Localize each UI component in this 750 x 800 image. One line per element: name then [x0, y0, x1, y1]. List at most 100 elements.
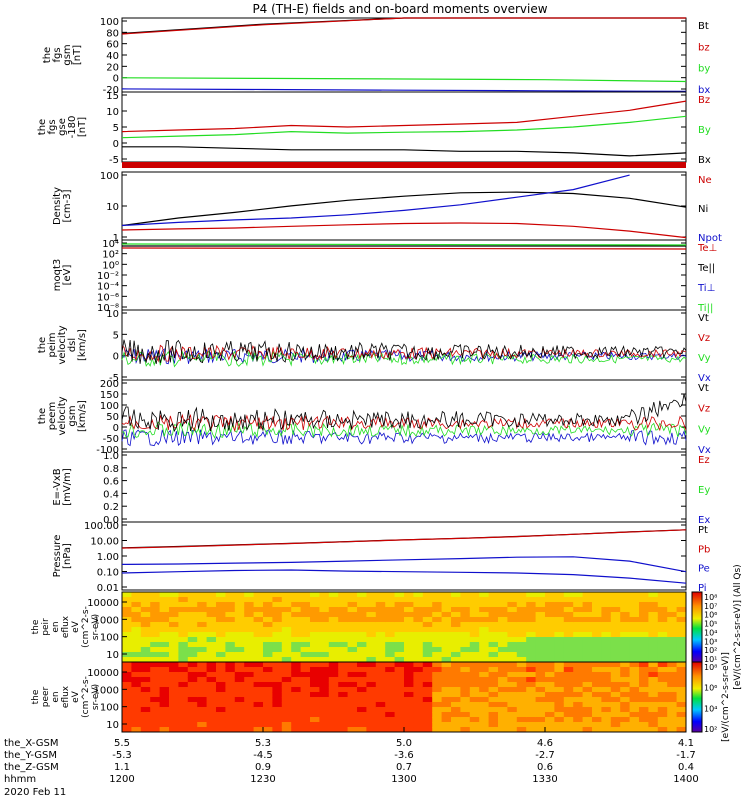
spectro-cell: [479, 677, 490, 683]
spectro-cell: [281, 692, 292, 698]
spectro-cell: [197, 617, 208, 623]
ytick-label: 60: [106, 40, 119, 51]
spectro-cell: [244, 597, 255, 603]
spectro-cell: [187, 597, 198, 603]
ytick-label: 10⁻⁶: [97, 292, 119, 303]
legend-pt: Pt: [698, 525, 708, 536]
spectro-cell: [422, 627, 433, 633]
spectro-cell: [169, 672, 179, 678]
spectro-cell: [601, 637, 612, 643]
ytick-label: 0.2: [103, 502, 119, 513]
spectro-cell: [131, 677, 142, 683]
spectro-cell: [469, 652, 480, 658]
spectro-cell: [159, 727, 170, 733]
spectro-cell: [507, 667, 518, 673]
spectro-cell: [404, 602, 414, 608]
spectro-cell: [366, 722, 377, 728]
spectro-cell: [150, 592, 161, 598]
spectro-cell: [573, 592, 584, 598]
spectro-cell: [216, 657, 226, 663]
ylabel-line: sr-eV): [91, 684, 101, 710]
ytick-label: 10⁻⁴: [97, 282, 119, 293]
spectro-cell: [469, 607, 480, 613]
spectro-cell: [648, 597, 659, 603]
spectro-cell: [657, 592, 668, 598]
spectro-cell: [244, 727, 255, 733]
spectro-cell: [206, 652, 217, 658]
spectro-cell: [404, 717, 414, 723]
spectro-cell: [601, 692, 612, 698]
colorbar-tick-label: 10⁶: [704, 611, 717, 620]
spectro-cell: [140, 697, 151, 703]
series-bz: [121, 100, 687, 133]
spectro-cell: [347, 702, 358, 708]
spectro-cell: [272, 657, 283, 663]
spectro-cell: [394, 607, 405, 613]
spectro-cell: [554, 627, 565, 633]
spectro-cell: [206, 632, 217, 638]
spectro-cell: [347, 727, 358, 733]
spectro-cell: [610, 727, 621, 733]
spectro-cell: [582, 602, 593, 608]
spectro-cell: [498, 622, 508, 628]
spectro-cell: [385, 717, 396, 723]
spectro-cell: [563, 677, 574, 683]
spectro-cell: [404, 597, 414, 603]
xaxis-row-label: the_Z-GSM: [4, 762, 59, 773]
spectro-cell: [535, 617, 546, 623]
spectro-cell: [206, 707, 217, 713]
spectro-cell: [328, 627, 339, 633]
spectro-cell: [573, 702, 584, 708]
spectro-cell: [460, 597, 471, 603]
spectro-cell: [507, 692, 518, 698]
spectro-cell: [592, 647, 602, 653]
colorbar-label: [eV/(cm^2-s-sr-eV)] (All Qs): [733, 564, 743, 689]
spectro-cell: [563, 662, 574, 668]
spectro-cell: [535, 592, 546, 598]
spectro-cell: [357, 687, 367, 693]
spectro-cell: [366, 717, 377, 723]
spectro-cell: [629, 637, 640, 643]
spectro-cell: [535, 622, 546, 628]
spectro-cell: [648, 662, 659, 668]
xtick-label: 4.6: [537, 738, 553, 749]
spectro-cell: [563, 637, 574, 643]
spectro-cell: [131, 647, 142, 653]
spectro-cell: [140, 652, 151, 658]
spectro-cell: [648, 617, 659, 623]
ylabel-line: fgs: [47, 119, 58, 134]
ytick-label: 10: [106, 107, 119, 118]
spectro-cell: [639, 642, 649, 648]
spectro-cell: [620, 712, 631, 718]
spectro-cell: [347, 692, 358, 698]
spectro-cell: [310, 697, 320, 703]
spectro-cell: [197, 692, 208, 698]
spectro-cell: [676, 637, 687, 643]
spectro-cell: [639, 622, 649, 628]
spectro-cell: [319, 602, 330, 608]
spectro-cell: [300, 727, 311, 733]
spectro-cell: [441, 692, 452, 698]
spectro-cell: [178, 687, 189, 693]
spectro-cell: [206, 722, 217, 728]
spectro-cell: [385, 632, 396, 638]
spectro-cell: [657, 617, 668, 623]
spectro-cell: [244, 672, 255, 678]
spectro-cell: [422, 697, 433, 703]
spectro-cell: [620, 662, 631, 668]
spectro-cell: [413, 597, 424, 603]
spectro-cell: [328, 642, 339, 648]
spectro-cell: [310, 617, 320, 623]
spectro-cell: [498, 627, 508, 633]
spectro-cell: [122, 722, 132, 728]
spectro-cell: [535, 722, 546, 728]
spectro-cell: [526, 602, 537, 608]
spectro-cell: [338, 637, 349, 643]
spectro-cell: [375, 627, 386, 633]
spectro-cell: [159, 702, 170, 708]
spectro-cell: [291, 632, 302, 638]
spectro-cell: [338, 612, 349, 618]
spectro-cell: [507, 612, 518, 618]
spectro-cell: [592, 667, 602, 673]
spectro-cell: [526, 717, 537, 723]
